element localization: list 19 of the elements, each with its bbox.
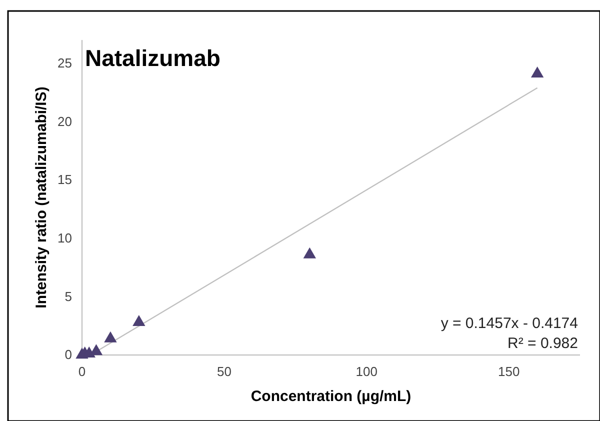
y-tick-label: 10 <box>58 230 72 246</box>
point <box>132 314 146 326</box>
x-tick-label: 0 <box>78 364 86 380</box>
y-tick-label: 5 <box>64 288 72 304</box>
y-axis-title: Intensity ratio (natalizumabi/IS) <box>33 86 50 308</box>
point <box>104 331 117 342</box>
annotation: y = 0.1457x - 0.4174 <box>440 315 578 332</box>
y-tick-label: 0 <box>64 347 72 362</box>
chart-title: Natalizumab <box>85 45 220 71</box>
x-tick-label: 100 <box>356 364 378 380</box>
x-tick-label: 150 <box>498 364 520 380</box>
x-axis-title: Concentration (µg/mL) <box>250 388 412 405</box>
point <box>530 66 544 78</box>
y-tick-label: 15 <box>58 172 72 188</box>
x-tick-label: 50 <box>217 364 232 380</box>
annotation: R² = 0.982 <box>508 335 578 352</box>
point <box>303 247 316 258</box>
y-tick-label: 25 <box>58 55 72 70</box>
y-tick-label: 20 <box>58 114 72 129</box>
